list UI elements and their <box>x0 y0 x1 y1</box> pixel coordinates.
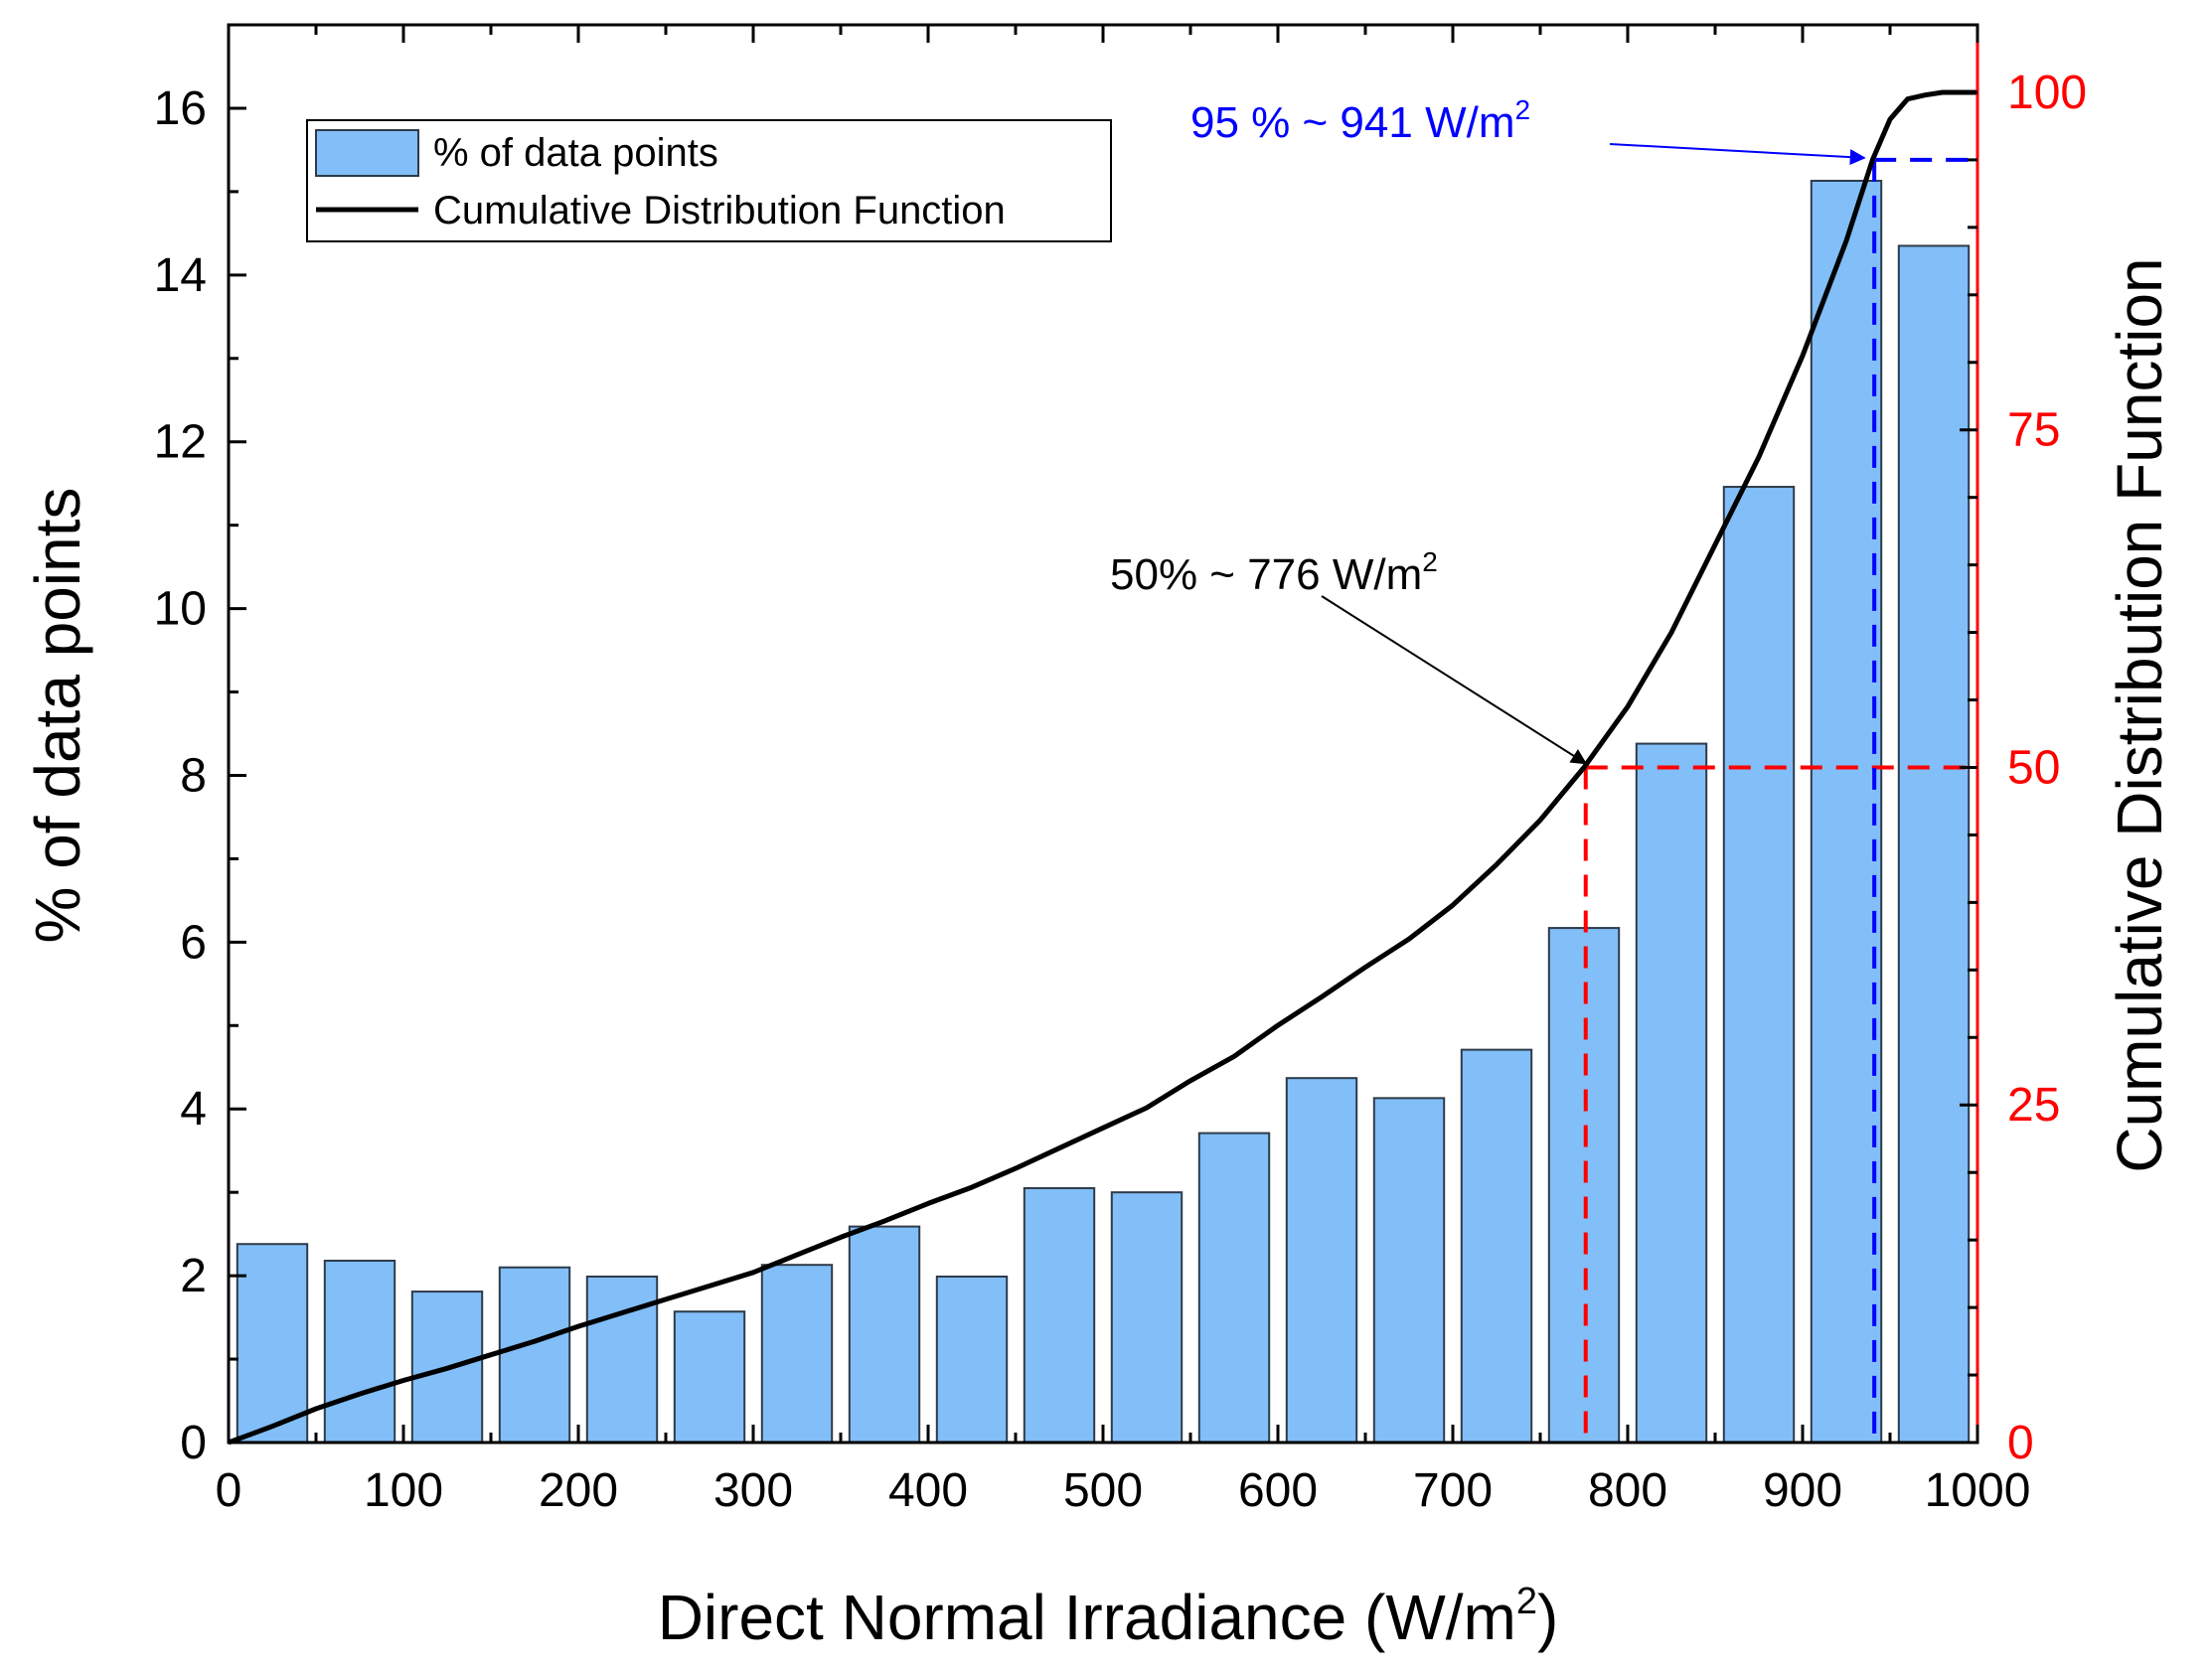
annotation-50-arrow <box>1321 595 1588 765</box>
y2-tick-label: 75 <box>2007 404 2060 457</box>
y-tick-label: 16 <box>154 82 207 135</box>
bar <box>1810 179 1883 1445</box>
bar <box>1023 1186 1096 1444</box>
annotation-95-label: 95 % ~ 941 W/m2 <box>1190 94 1530 147</box>
bar <box>1635 742 1708 1444</box>
x-tick-label: 500 <box>1063 1464 1143 1517</box>
bar <box>1547 927 1621 1444</box>
x-tick-label: 300 <box>713 1464 793 1517</box>
bar <box>1197 1132 1271 1444</box>
reference-lines-layer <box>1583 157 1977 1443</box>
y-tick-label: 12 <box>154 416 207 469</box>
annotation-95-arrow <box>1609 143 1866 166</box>
bar <box>1285 1077 1358 1444</box>
legend-frame <box>306 119 1112 242</box>
axes-layer: 0 100 200 300 400 500 600 700 800 900 100002468101… <box>154 23 2087 1517</box>
bar <box>935 1275 1009 1444</box>
annotations-layer: 50% ~ 776 W/m2 95 % ~ 941 W/m2 <box>1110 94 1866 765</box>
bar <box>236 1243 309 1444</box>
bars-layer <box>236 179 1971 1445</box>
bar <box>1460 1048 1533 1445</box>
bar <box>1722 486 1796 1444</box>
cdf-line <box>228 89 1977 1445</box>
x-axis-title: Direct Normal Irradiance (W/m2) <box>658 1581 1559 1653</box>
y-tick-label: 0 <box>180 1417 207 1469</box>
bar <box>1897 244 1971 1445</box>
x-tick-label: 900 <box>1763 1464 1842 1517</box>
legend-swatch-bars <box>315 129 419 177</box>
y-tick-label: 6 <box>180 916 207 969</box>
y2-tick-label: 100 <box>2007 67 2087 119</box>
y-tick-label: 2 <box>180 1250 207 1302</box>
y-tick-label: 8 <box>180 749 207 802</box>
x-tick-label: 700 <box>1413 1464 1493 1517</box>
x-tick-label: 100 <box>364 1464 443 1517</box>
y-tick-label: 14 <box>154 249 207 302</box>
x-tick-label: 1000 <box>1925 1464 2031 1517</box>
annotation-50-label: 50% ~ 776 W/m2 <box>1110 546 1438 599</box>
cdf-layer <box>228 89 1977 1445</box>
y2-tick-label: 50 <box>2007 741 2060 794</box>
bar <box>585 1275 659 1444</box>
bar <box>848 1225 921 1445</box>
legend-label-bars: % of data points <box>433 131 718 175</box>
y2-tick-label: 0 <box>2007 1417 2034 1469</box>
legend-label-line: Cumulative Distribution Function <box>433 189 1006 232</box>
bar <box>323 1260 396 1444</box>
bar <box>1110 1191 1184 1445</box>
x-tick-label: 0 <box>216 1464 242 1517</box>
x-tick-label: 400 <box>888 1464 968 1517</box>
x-tick-label: 800 <box>1588 1464 1667 1517</box>
bar <box>760 1264 834 1445</box>
legend: % of data points Cumulative Distribution… <box>306 119 1112 242</box>
y-axis-title: % of data points <box>22 488 93 944</box>
bar <box>498 1266 571 1444</box>
y-tick-label: 10 <box>154 583 207 636</box>
y-tick-label: 4 <box>180 1083 207 1136</box>
bar <box>673 1310 746 1445</box>
bar <box>1372 1097 1446 1445</box>
x-tick-label: 200 <box>539 1464 618 1517</box>
y2-tick-label: 25 <box>2007 1079 2060 1132</box>
x-tick-label: 600 <box>1238 1464 1318 1517</box>
y2-axis-title: Cumulative Distribution Function <box>2104 257 2175 1172</box>
